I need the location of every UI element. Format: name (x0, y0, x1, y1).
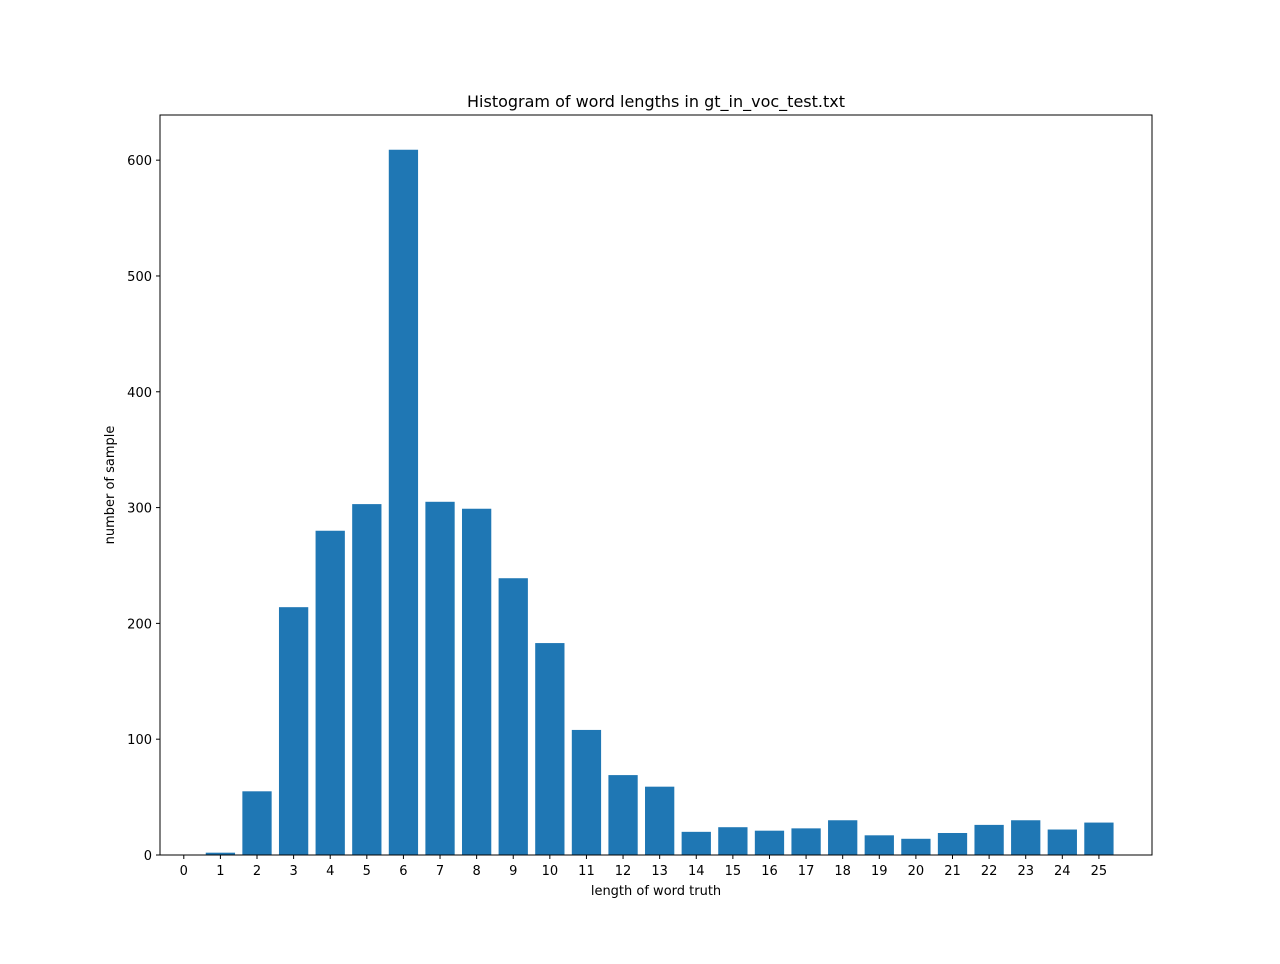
bars-group (205, 149, 1114, 855)
axes-frame (159, 114, 1153, 856)
bar-16 (754, 830, 785, 855)
bar-11 (571, 729, 602, 855)
bar-2 (242, 791, 272, 855)
bar-25 (1084, 822, 1114, 855)
x-tick-label: 3 (289, 864, 297, 879)
x-tick-label: 22 (981, 864, 998, 879)
y-tick-label: 400 (127, 386, 152, 401)
bar-12 (608, 775, 638, 855)
x-ticks-group: 0 1 2 3 4 5 6 7 8 9 10 11 12 13 14 15 16 17 18 19 20 21 22 23 24… (180, 855, 1108, 879)
bar-21 (937, 832, 968, 855)
bar-23 (1011, 820, 1041, 855)
bar-6 (388, 149, 419, 855)
x-tick-label: 8 (472, 864, 480, 879)
bar-7 (425, 501, 455, 855)
bar-24 (1047, 829, 1077, 855)
bar-20 (901, 838, 931, 855)
y-tick-label: 200 (127, 617, 152, 632)
x-tick-label: 4 (326, 864, 334, 879)
y-tick-label: 300 (127, 502, 152, 517)
x-tick-label: 25 (1091, 864, 1108, 879)
x-tick-label: 13 (651, 864, 668, 879)
x-tick-label: 0 (180, 864, 188, 879)
y-tick-label: 100 (127, 733, 152, 748)
bar-17 (791, 828, 821, 855)
x-tick-label: 20 (908, 864, 925, 879)
y-tick-label: 600 (127, 154, 152, 169)
x-tick-label: 19 (871, 864, 888, 879)
bar-10 (535, 643, 565, 855)
y-tick-label: 500 (127, 270, 152, 285)
x-tick-label: 24 (1054, 864, 1071, 879)
x-tick-label: 11 (578, 864, 595, 879)
x-tick-label: 16 (761, 864, 778, 879)
x-tick-label: 7 (436, 864, 444, 879)
x-tick-label: 2 (253, 864, 261, 879)
x-tick-label: 5 (363, 864, 371, 879)
bar-13 (645, 786, 675, 855)
bar-22 (974, 824, 1004, 855)
bar-15 (718, 827, 748, 855)
chart-title: Histogram of word lengths in gt_in_voc_t… (467, 92, 845, 112)
bar-5 (352, 504, 382, 855)
bar-14 (681, 831, 711, 855)
bar-8 (461, 508, 492, 855)
bar-18 (828, 820, 858, 855)
bar-4 (315, 530, 345, 855)
y-tick-label: 0 (144, 849, 152, 864)
x-tick-label: 21 (944, 864, 961, 879)
x-tick-label: 18 (834, 864, 851, 879)
y-ticks-group: 0 100 200 300 400 500 600 (127, 154, 160, 864)
x-tick-label: 12 (615, 864, 632, 879)
x-tick-label: 14 (688, 864, 705, 879)
x-tick-label: 10 (542, 864, 559, 879)
bar-3 (278, 607, 309, 855)
x-tick-label: 23 (1017, 864, 1034, 879)
bar-1 (205, 852, 236, 855)
bar-19 (864, 835, 894, 855)
y-axis-label: number of sample (103, 426, 118, 545)
x-tick-label: 1 (216, 864, 224, 879)
x-tick-label: 9 (509, 864, 517, 879)
x-axis-label: length of word truth (591, 884, 721, 899)
x-tick-label: 6 (399, 864, 407, 879)
x-tick-label: 15 (725, 864, 742, 879)
bar-9 (498, 578, 528, 855)
x-tick-label: 17 (798, 864, 815, 879)
